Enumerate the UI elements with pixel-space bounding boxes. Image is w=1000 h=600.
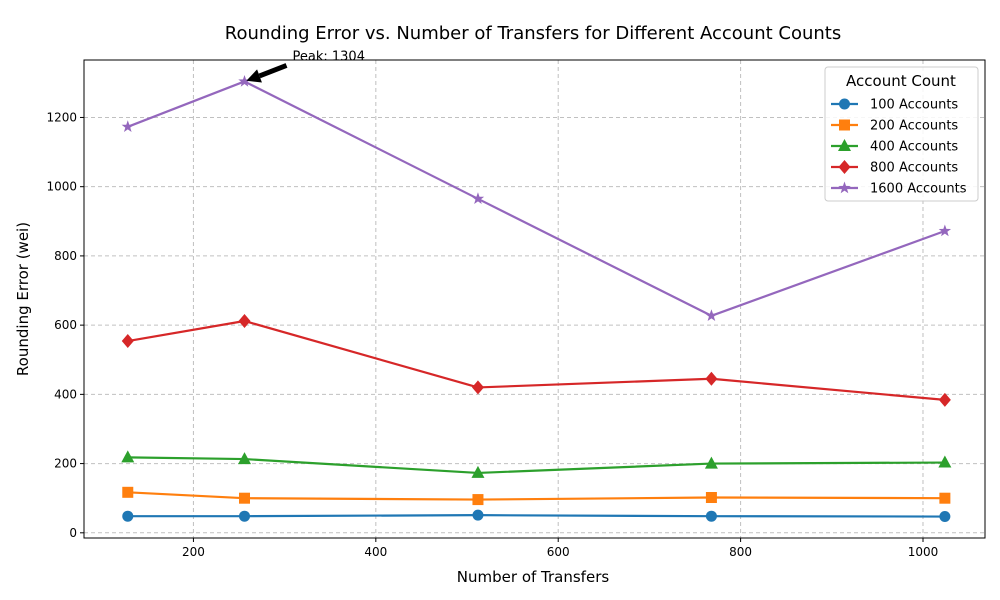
x-tick-label: 600	[547, 545, 570, 559]
data-point-marker	[471, 465, 485, 478]
legend-marker-swatch	[838, 139, 851, 151]
x-tick-label: 1000	[908, 545, 939, 559]
y-tick-label: 0	[69, 526, 77, 540]
data-point-marker	[121, 334, 134, 349]
legend-label: 1600 Accounts	[870, 182, 967, 197]
data-point-marker	[471, 380, 484, 395]
annotation-layer: Peak: 1304	[246, 49, 365, 83]
y-tick-label: 1200	[46, 110, 77, 124]
data-point-marker	[121, 120, 134, 133]
data-point-marker	[238, 74, 251, 87]
data-point-marker	[122, 510, 134, 522]
series-line	[127, 491, 945, 501]
series-400-accounts	[121, 450, 952, 478]
data-point-marker	[939, 511, 951, 523]
annotation-arrow-head	[246, 69, 262, 83]
data-point-marker	[472, 509, 484, 521]
x-tick-label: 800	[729, 545, 752, 559]
legend-box	[824, 66, 979, 202]
series-200-accounts	[122, 486, 951, 506]
legend-marker-swatch	[839, 119, 850, 131]
data-point-marker	[122, 486, 134, 498]
data-point-marker	[938, 224, 952, 237]
y-tick-label: 800	[54, 249, 77, 263]
data-point-marker	[472, 494, 484, 506]
data-point-marker	[239, 492, 251, 504]
data-point-marker	[121, 450, 135, 463]
legend-marker-swatch	[838, 181, 851, 194]
legend-item-400-accounts: 400 Accounts	[831, 139, 958, 155]
series-1600-accounts	[121, 74, 952, 322]
data-point-marker	[938, 455, 952, 468]
plot-area-frame	[83, 59, 986, 539]
legend-item-800-accounts: 800 Accounts	[831, 160, 958, 176]
legend-marker-swatch	[838, 160, 851, 174]
series-layer	[121, 74, 952, 523]
series-line	[127, 319, 945, 401]
data-point-marker	[238, 452, 252, 465]
legend-item-200-accounts: 200 Accounts	[831, 119, 958, 134]
x-axis-title: Number of Transfers	[457, 568, 610, 586]
data-point-marker	[704, 456, 718, 469]
data-point-marker	[471, 192, 485, 205]
y-tick-label: 400	[54, 387, 77, 401]
series-800-accounts	[121, 313, 951, 407]
y-tick-label: 1000	[46, 180, 77, 194]
data-point-marker	[705, 371, 718, 386]
legend-item-1600-accounts: 1600 Accounts	[831, 181, 967, 197]
data-point-marker	[239, 510, 251, 522]
annotation-label: Peak: 1304	[293, 49, 365, 64]
series-100-accounts	[122, 509, 951, 523]
annotation-arrow-shaft	[258, 63, 288, 79]
legend-label: 800 Accounts	[870, 161, 958, 176]
x-tick-label: 400	[364, 545, 387, 559]
series-line	[127, 80, 946, 317]
y-tick-label: 200	[54, 457, 77, 471]
data-point-marker	[238, 313, 251, 328]
x-tick-label: 200	[182, 545, 205, 559]
data-point-marker	[705, 492, 717, 504]
legend-label: 100 Accounts	[870, 98, 958, 113]
legend-label: 200 Accounts	[870, 119, 958, 134]
y-axis-title: Rounding Error (wei)	[14, 222, 32, 376]
data-point-marker	[705, 309, 718, 322]
y-tick-label: 600	[54, 318, 77, 332]
legend-title: Account Count	[846, 72, 956, 90]
legend: Account Count 100 Accounts 200 Accounts 40…	[824, 66, 979, 202]
series-line	[127, 514, 945, 518]
chart-title: Rounding Error vs. Number of Transfers f…	[225, 23, 841, 44]
legend-item-100-accounts: 100 Accounts	[831, 98, 958, 113]
data-point-marker	[705, 510, 717, 522]
axis-ticks: 200 400 600 800 1000 0 200 400 600 800 1000 1200	[46, 110, 938, 559]
legend-marker-swatch	[839, 98, 850, 110]
data-point-marker	[938, 392, 951, 407]
legend-label: 400 Accounts	[870, 140, 958, 155]
data-point-marker	[939, 492, 951, 504]
series-line	[127, 456, 945, 475]
